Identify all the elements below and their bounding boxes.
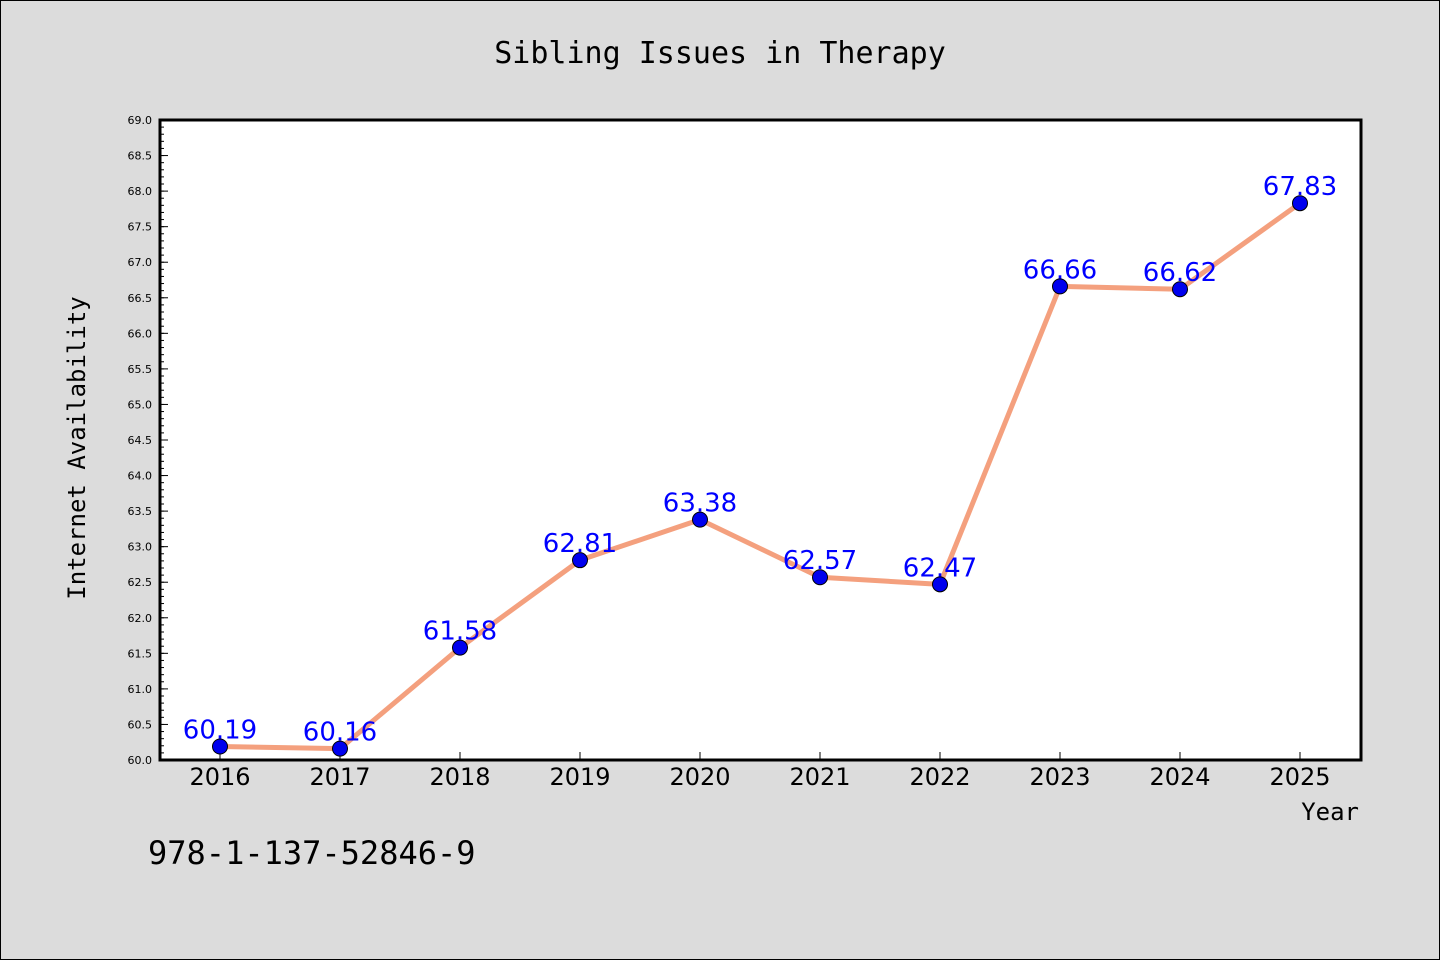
x-tick-label: 2023 xyxy=(1029,763,1090,791)
x-tick-label: 2017 xyxy=(309,763,370,791)
plot-area xyxy=(158,118,1363,762)
data-label: 62.47 xyxy=(903,553,977,583)
y-tick-label: 61.0 xyxy=(128,683,153,696)
y-tick-label: 64.0 xyxy=(128,470,153,483)
y-tick-label: 60.5 xyxy=(128,718,153,731)
isbn-text: 978-1-137-52846-9 xyxy=(148,834,476,872)
series-line xyxy=(217,200,1303,752)
y-tick-label: 68.0 xyxy=(128,185,153,198)
y-tick-label: 66.5 xyxy=(128,292,153,305)
data-point xyxy=(692,511,708,528)
data-label: 60.16 xyxy=(303,718,377,748)
data-label: 62.81 xyxy=(543,529,617,559)
data-label: 60.19 xyxy=(183,715,257,745)
x-tick-label: 2024 xyxy=(1149,763,1210,791)
y-tick-label: 63.5 xyxy=(128,505,153,518)
y-tick-label: 61.5 xyxy=(128,647,153,660)
data-point xyxy=(452,639,468,656)
data-point xyxy=(1052,278,1068,295)
y-tick-label: 67.0 xyxy=(128,256,153,269)
data-point xyxy=(1172,281,1188,298)
y-tick-label: 65.0 xyxy=(128,398,153,411)
x-tick-label: 2025 xyxy=(1269,763,1330,791)
data-label: 62.57 xyxy=(783,546,857,576)
x-axis-label: Year xyxy=(1301,798,1359,826)
data-point xyxy=(812,569,828,586)
y-tick-label: 64.5 xyxy=(128,434,153,447)
data-point xyxy=(332,740,348,757)
y-tick-label: 66.0 xyxy=(128,327,153,340)
y-axis-ticks: 60.0 60.5 61.0 61.5 62.0 62.5 63.0 63.5 64.0 64.5… xyxy=(128,114,168,767)
y-tick-label: 60.0 xyxy=(128,754,153,767)
data-label: 66.62 xyxy=(1143,258,1217,288)
y-tick-label: 63.0 xyxy=(128,541,153,554)
x-tick-label: 2020 xyxy=(669,763,730,791)
x-tick-label: 2018 xyxy=(429,763,490,791)
data-label: 63.38 xyxy=(663,489,737,519)
data-point xyxy=(212,738,228,755)
data-label: 66.66 xyxy=(1023,255,1097,285)
data-point xyxy=(572,552,588,569)
y-tick-label: 67.5 xyxy=(128,221,153,234)
data-point xyxy=(1292,195,1308,212)
y-tick-label: 69.0 xyxy=(128,114,153,127)
y-tick-label: 62.5 xyxy=(128,576,153,589)
data-label: 61.58 xyxy=(423,617,497,647)
chart-title: Sibling Issues in Therapy xyxy=(494,36,946,71)
y-tick-label: 62.0 xyxy=(128,612,153,625)
series-group: 60.19 60.16 61.58 62.81 63.38 62.57 62.47 66.66… xyxy=(183,172,1337,757)
x-tick-label: 2021 xyxy=(789,763,850,791)
x-tick-label: 2022 xyxy=(909,763,970,791)
y-tick-label: 68.5 xyxy=(128,150,153,163)
x-tick-label: 2016 xyxy=(189,763,250,791)
y-tick-label: 65.5 xyxy=(128,363,153,376)
x-axis-ticks: 2016 2017 2018 2019 2020 2021 2022 2023 2024 2025 xyxy=(189,752,1331,791)
data-point xyxy=(932,576,948,593)
x-tick-label: 2019 xyxy=(549,763,610,791)
data-label: 67.83 xyxy=(1263,172,1337,202)
y-axis-label: Internet Availability xyxy=(63,296,91,599)
